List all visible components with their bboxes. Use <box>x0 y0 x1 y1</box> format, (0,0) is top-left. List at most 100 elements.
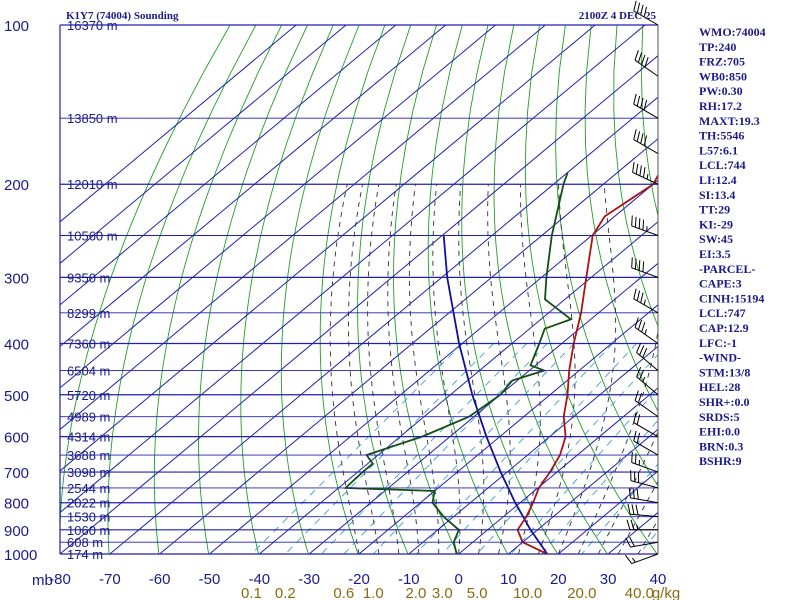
height-label: 4314 m <box>67 430 110 445</box>
wind-barb-flag <box>644 57 649 68</box>
temperature-tick-label: -80 <box>49 571 71 588</box>
wind-barb <box>634 317 659 344</box>
wind-barb-flag <box>625 554 633 564</box>
temperature-tick-label: -20 <box>348 571 370 588</box>
index-value: BRN:0.3 <box>699 439 743 453</box>
wind-barb-flag <box>636 95 641 107</box>
moist-adiabat-line <box>367 184 400 554</box>
temperature-tick-label: 40 <box>650 571 667 588</box>
wind-barb-half-flag <box>642 376 646 383</box>
wind-barb-flag <box>631 215 633 226</box>
wind-barb-flag <box>636 414 641 425</box>
moist-adiabat-line <box>577 328 658 554</box>
isotherm-line <box>408 345 658 554</box>
wind-barb <box>626 519 658 531</box>
wind-barb <box>627 503 659 518</box>
wind-barb-staff <box>631 225 659 236</box>
mixing-ratio-label: 0.1 <box>241 585 262 600</box>
wind-barb-staff <box>636 352 659 371</box>
pressure-tick-label: 300 <box>4 270 29 287</box>
index-value: CAPE:3 <box>699 277 742 291</box>
wind-barb-flag <box>633 288 637 299</box>
index-value: MAXT:19.3 <box>699 114 760 128</box>
height-label: 12010 m <box>67 177 118 192</box>
wind-barb-flag <box>631 452 633 463</box>
wind-barb-flag <box>634 390 639 401</box>
wind-barb-staff <box>634 59 659 77</box>
wind-barb-flag <box>629 536 635 547</box>
pressure-tick-label: 100 <box>4 18 29 35</box>
moist-adiabat-line <box>432 184 461 554</box>
wind-barb-flag <box>641 54 646 65</box>
dry-adiabat-line <box>393 25 459 554</box>
plot-frame <box>59 24 659 555</box>
index-value: -WIND- <box>699 351 741 365</box>
wind-barb <box>633 288 659 314</box>
height-label: 3688 m <box>67 448 110 463</box>
temperature-tick-label: 20 <box>550 571 567 588</box>
wind-barb-staff <box>633 139 659 155</box>
dry-adiabat-line <box>493 25 608 554</box>
wind-barb-flag <box>640 292 644 303</box>
index-value: SRDS:5 <box>699 410 740 424</box>
pressure-tick-label: 1000 <box>4 547 37 564</box>
wind-barb <box>634 50 659 77</box>
wind-barb-flag <box>635 163 639 175</box>
wind-barb-flag <box>633 129 637 140</box>
wind-barb-flag <box>631 257 633 268</box>
mixing-ratio-label: 40.0 <box>625 585 654 600</box>
index-value: SW:45 <box>699 232 733 246</box>
pressure-unit-label: mb <box>32 572 53 589</box>
index-value: HEL:28 <box>699 380 740 394</box>
wind-barb <box>631 452 659 473</box>
wind-barb-flag <box>637 52 643 63</box>
wind-barb <box>633 129 659 155</box>
wind-barb-staff <box>632 171 659 185</box>
pressure-tick-label: 500 <box>4 388 29 405</box>
mixing-ratio-label: 10.0 <box>513 585 542 600</box>
wind-barb-flag <box>638 218 641 229</box>
wind-barb <box>636 366 659 396</box>
height-label: 8299 m <box>67 306 110 321</box>
height-label: 2544 m <box>67 481 110 496</box>
wind-barb <box>632 162 659 185</box>
wind-barb-flag <box>634 216 637 228</box>
indices-panel: WMO:74004TP:240FRZ:705WB0:850PW:0.30RH:1… <box>699 25 766 468</box>
wind-barb-flag <box>631 504 635 515</box>
isotherm-line <box>458 387 658 554</box>
wind-barb-staff <box>631 462 659 473</box>
wind-barb-staff <box>634 327 659 344</box>
wind-barb-staff <box>631 553 659 565</box>
isotherm-line <box>159 138 658 554</box>
height-label: 608 m <box>67 535 103 550</box>
height-label: 5720 m <box>67 388 110 403</box>
wind-barb-flag <box>634 317 639 328</box>
wind-barb-flag <box>639 165 642 176</box>
mixing-ratio-unit-label: g/kg <box>652 585 680 600</box>
index-value: STM:13/8 <box>699 365 750 379</box>
temperature-tick-label: -10 <box>398 571 420 588</box>
index-value: RH:17.2 <box>699 99 742 113</box>
index-value: TH:5546 <box>699 129 744 143</box>
wind-barb-half-flag <box>636 524 639 530</box>
wind-barb-staff <box>634 400 659 418</box>
mixing-ratio-line <box>284 343 494 554</box>
height-label: 2022 m <box>67 496 110 511</box>
wind-barb-staff <box>633 422 659 438</box>
wind-barb <box>625 553 659 565</box>
wind-barb-staff <box>630 513 659 518</box>
isotherm-line <box>60 25 347 264</box>
isotherm-line <box>557 470 658 554</box>
wind-barbs <box>625 0 659 565</box>
wind-barb-staff <box>630 541 659 548</box>
isotherm-line <box>60 25 397 306</box>
moist-adiabat-line <box>517 184 541 554</box>
wind-barb-flag <box>636 432 641 444</box>
wind-barb-flag <box>637 392 643 404</box>
dry-adiabat-line <box>280 25 360 554</box>
wind-barb-flag <box>642 261 645 272</box>
height-label: 174 m <box>67 547 103 562</box>
temperature-tick-label: -30 <box>298 571 320 588</box>
dry-adiabat-line <box>153 25 283 554</box>
isotherm-line <box>60 25 596 472</box>
